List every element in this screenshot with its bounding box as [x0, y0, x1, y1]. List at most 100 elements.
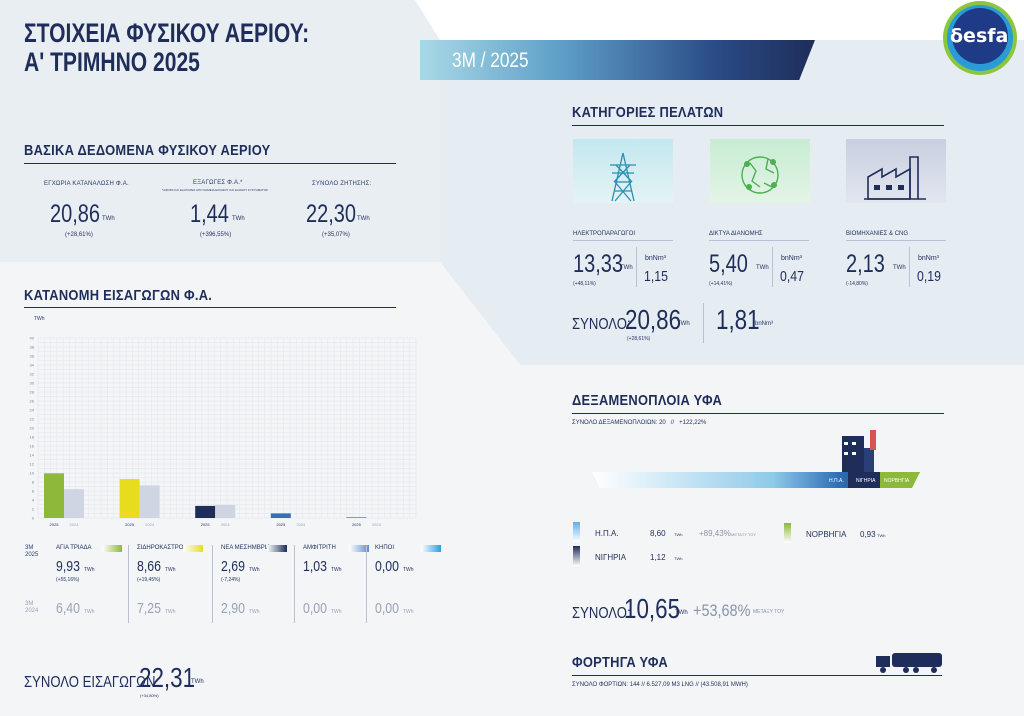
chart-bar-2025	[346, 517, 367, 518]
chart-y-tick: 12	[30, 462, 35, 467]
import-column-divider	[212, 545, 213, 623]
customers-total-divider	[703, 303, 704, 343]
consumption-change: (+28,61%)	[65, 232, 93, 238]
chart-x-label-2025: 2025	[276, 522, 286, 527]
globe-network-icon	[741, 156, 779, 194]
import-point-swatch	[349, 545, 369, 552]
customer-divider	[909, 247, 910, 287]
title-line2: Α' ΤΡΙΜΗΝΟ 2025	[24, 47, 200, 77]
imports-total-label: ΣΥΝΟΛΟ ΕΙΣΑΓΩΓΩΝ:	[24, 674, 160, 691]
import-point-change: (+19,45%)	[137, 577, 161, 583]
customer-value: 5,40	[709, 250, 748, 278]
import-point-2025-value: 2,69	[221, 558, 245, 575]
customer-label: ΒΙΟΜΗΧΑΝΙΕΣ & CNG	[846, 231, 909, 237]
exports-value: 1,44	[190, 200, 229, 228]
chart-x-label-2024: 2024	[372, 522, 382, 527]
chart-bar-2025	[44, 473, 64, 518]
imports-total-unit: TWh	[191, 679, 204, 685]
import-point-swatch	[183, 545, 203, 552]
chart-y-tick: 26	[30, 399, 35, 404]
chart-y-tick: 0	[32, 516, 35, 521]
nigeria-value: 1,12	[650, 553, 666, 562]
usa-label: Η.Π.Α.	[595, 529, 619, 538]
trucks-subtitle: ΣΥΝΟΛΟ ΦΟΡΤΙΩΝ: 144 // 6.527,09 M3 LNG /…	[572, 682, 748, 688]
chart-y-tick: 6	[32, 489, 35, 494]
import-point-2025-value: 8,66	[137, 558, 161, 575]
import-point-change: (+55,16%)	[56, 577, 80, 583]
demand-value: 22,30	[306, 200, 357, 228]
demand-unit: TWh	[357, 216, 370, 222]
exports-note: *ΑΦΟΡΑ ΚΑΙ ΕΞΑΓΩΓΕΣ ΑΠΟ ΣΗΜΕΙΑ ΕΙΣΟΔΟΥ Κ…	[161, 188, 269, 192]
demand-label: ΣΥΝΟΛΟ ΖΗΤΗΣΗΣ:	[312, 181, 372, 187]
import-point-2024-value: 2,90	[221, 600, 245, 617]
customers-total-change: (+28,61%)	[627, 336, 651, 342]
import-point-2024-unit: TWh	[249, 609, 260, 615]
customer-change: (+14,41%)	[709, 281, 733, 287]
factory-tile	[846, 139, 946, 203]
customers-total-bn-unit: bnNm³	[755, 321, 774, 327]
import-point-2024-value: 6,40	[56, 600, 80, 617]
chart-y-tick: 40	[30, 336, 35, 341]
import-point-2025-unit: TWh	[331, 567, 342, 573]
ship-label-nigeria: ΝΙΓΗΡΙΑ	[856, 478, 876, 484]
customers-total-value: 20,86	[625, 304, 682, 335]
chart-y-tick: 8	[32, 480, 35, 485]
customer-value: 13,33	[573, 250, 624, 278]
norway-label: ΝΟΡΒΗΓΙΑ	[806, 530, 847, 539]
customer-unit: TWh	[893, 265, 906, 271]
import-point-2024-value: 7,25	[137, 600, 161, 617]
chart-y-tick: 24	[30, 408, 35, 413]
customer-bn-value: 0,47	[780, 268, 804, 285]
customer-divider	[772, 247, 773, 287]
import-point-2025-unit: TWh	[165, 567, 176, 573]
nigeria-swatch	[573, 546, 580, 566]
import-point-2024-unit: TWh	[331, 609, 342, 615]
chart-x-label-2025: 2025	[352, 522, 362, 527]
chart-y-tick: 2	[32, 507, 35, 512]
chart-y-tick: 4	[32, 498, 35, 503]
nigeria-unit: TWh	[674, 556, 683, 561]
customer-change: (-14,80%)	[846, 281, 868, 287]
lng-rule	[572, 413, 944, 414]
import-point-2025-unit: TWh	[84, 567, 95, 573]
customer-bn-unit: bnNm³	[918, 255, 940, 262]
chart-y-tick: 32	[30, 372, 35, 377]
customers-total-label: ΣΥΝΟΛΟ:	[572, 316, 631, 333]
imports-chart: 4038363432302826242220181614121086420202…	[30, 336, 417, 527]
import-point-name: ΝΕΑ ΜΕΣΗΜΒΡΙΑ	[221, 545, 271, 551]
import-point-2025-value: 0,00	[375, 558, 399, 575]
import-point-change: (-7,24%)	[221, 577, 241, 583]
network-tile	[710, 139, 810, 203]
import-point-name: ΣΙΔΗΡΟΚΑΣΤΡΟ	[137, 545, 184, 551]
lng-total-change: +53,68%	[693, 601, 751, 620]
chart-y-tick: 22	[30, 417, 35, 422]
customer-value: 2,13	[846, 250, 885, 278]
customer-rule	[709, 240, 809, 241]
lng-total-value: 10,65	[624, 593, 681, 624]
customer-change: (+48,11%)	[573, 281, 596, 287]
chart-bar-2025	[195, 505, 216, 518]
chart-y-tick: 16	[30, 444, 35, 449]
import-point-swatch	[421, 545, 441, 552]
title-line1: ΣΤΟΙΧΕΙΑ ΦΥΣΙΚΟΥ ΑΕΡΙΟΥ:	[24, 18, 310, 48]
chart-x-label-2025: 2025	[201, 522, 211, 527]
customer-rule	[573, 240, 673, 241]
usa-value: 8,60	[650, 529, 666, 538]
customer-unit: TWh	[620, 265, 633, 271]
customers-total-bn: 1,81	[716, 304, 760, 335]
customer-label: ΔΙΚΤΥΑ ΔΙΑΝΟΜΗΣ	[709, 231, 763, 237]
factory-icon	[864, 156, 926, 200]
exports-unit: TWh	[232, 216, 245, 222]
demand-change: (+35,07%)	[322, 232, 350, 238]
chart-x-label-2024: 2024	[70, 522, 80, 527]
import-column-divider	[294, 545, 295, 623]
usa-change-note: ΜΕΤΑΞΥ ΤΟΥ	[731, 532, 757, 537]
consumption-label: ΕΓΧΩΡΙΑ ΚΑΤΑΝΑΛΩΣΗ Φ.Α.	[44, 181, 129, 187]
desfa-logo: δesfa	[940, 0, 1024, 80]
customer-label: ΗΛΕΚΤΡΟΠΑΡΑΓΩΓΟΙ	[573, 231, 636, 237]
ship-label-usa: Η.Π.Α.	[829, 478, 844, 484]
customer-bn-value: 0,19	[917, 268, 941, 285]
logo-text: δesfa	[950, 25, 1009, 47]
chart-bar-2024	[64, 489, 84, 518]
trucks-title: ΦΟΡΤΗΓΑ ΥΦΑ	[572, 654, 668, 671]
